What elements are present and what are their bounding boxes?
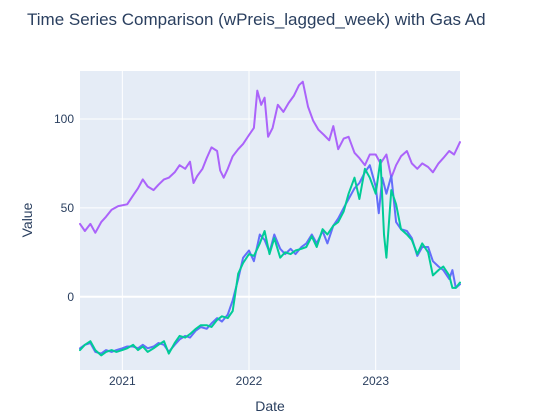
y-axis-title: Value: [19, 202, 35, 237]
plot-area: [80, 71, 460, 370]
y-tick-label: 0: [67, 290, 74, 304]
series-line-1: [79, 80, 461, 234]
x-axis-title: Date: [255, 398, 285, 414]
chart-title: Time Series Comparison (wPreis_lagged_we…: [27, 10, 486, 29]
series-line-2: [79, 164, 461, 355]
series-layer: [79, 80, 461, 357]
y-tick-label: 50: [61, 201, 75, 215]
y-tick-label: 100: [54, 112, 74, 126]
x-tick-label: 2021: [109, 374, 136, 388]
x-tick-label: 2023: [362, 374, 389, 388]
x-tick-label: 2022: [236, 374, 263, 388]
ticks: 0 50 100 2021 2022 2023: [54, 112, 389, 388]
series-line-3: [79, 158, 461, 357]
grid: [80, 71, 460, 370]
